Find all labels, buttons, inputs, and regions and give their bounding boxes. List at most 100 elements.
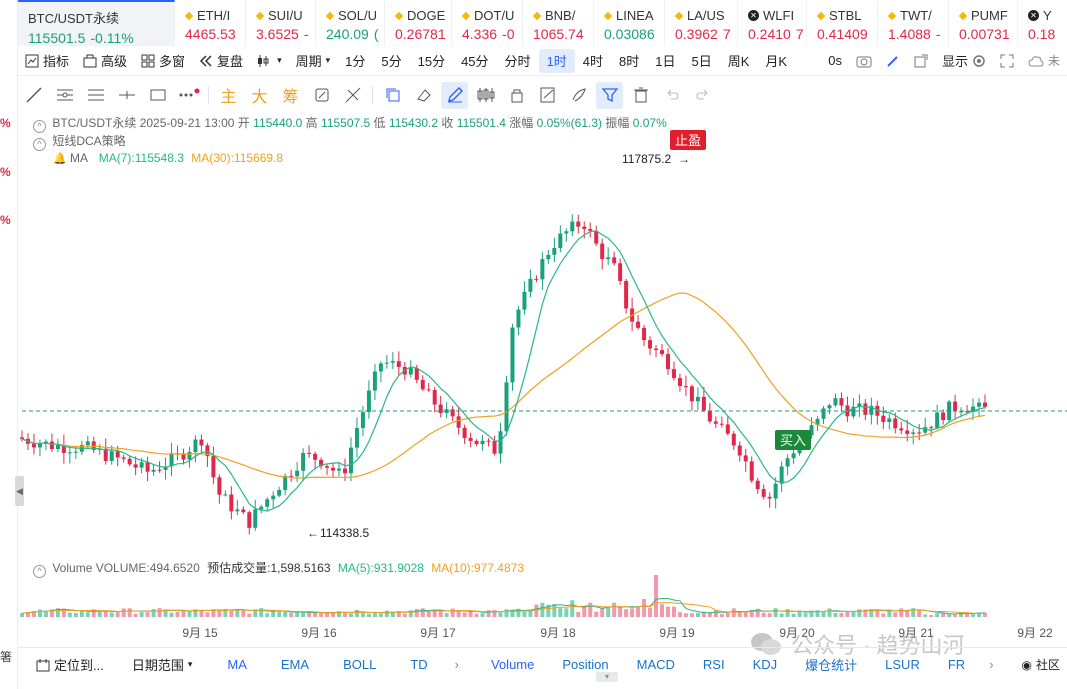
candle-body (665, 354, 670, 370)
period-option[interactable]: 分时 (504, 54, 531, 69)
replay-button[interactable]: 复盘 (192, 46, 250, 76)
screenshot-button[interactable] (849, 46, 879, 76)
main-force-tool[interactable]: 主 (220, 89, 237, 106)
open-label: 开 (237, 116, 250, 130)
chevron-up-icon[interactable]: ^ (33, 138, 46, 151)
date-range-dropdown[interactable]: 日期范围 ▾ (122, 655, 203, 674)
multi-window-button[interactable]: 多窗 (134, 46, 192, 76)
period-option[interactable]: 15分 (417, 54, 446, 69)
ticker-tab[interactable]: BNB/1065.74 (523, 0, 594, 46)
volume-bar (438, 610, 443, 617)
ticker-tab[interactable]: DOT/U 4.336 -0 (452, 0, 523, 46)
sub-indicator-tab[interactable]: Position (562, 657, 609, 672)
copy-tool[interactable] (379, 82, 406, 109)
ticker-tab[interactable]: LINEA 0.03086 (594, 0, 665, 46)
chevron-up-icon[interactable]: ^ (33, 565, 46, 578)
fullscreen-button[interactable] (993, 46, 1021, 76)
rectangle-tool[interactable] (144, 82, 171, 109)
period-dropdown[interactable]: 周期 ▾ (289, 46, 338, 76)
sub-indicator-tab[interactable]: MACD (636, 657, 675, 672)
ticker-tab[interactable]: SUI/U 3.6525- (246, 0, 316, 46)
cloud-button[interactable]: 未 (1021, 46, 1067, 76)
filter-tool[interactable] (596, 81, 623, 109)
ticker-tab[interactable]: ✕ Y 0.18 (1018, 0, 1067, 46)
ticker-tab[interactable]: TWT/1.4088- (878, 0, 949, 46)
sub-indicator-scroll-right[interactable]: › (989, 657, 994, 672)
period-option[interactable]: 4时 (582, 54, 604, 69)
community-button[interactable]: ◉ 社区 (1012, 656, 1067, 673)
period-option[interactable]: 5分 (381, 54, 402, 69)
chevron-up-icon[interactable]: ^ (33, 120, 46, 133)
sub-indicator-tab[interactable]: LSUR (885, 657, 920, 672)
delete-tool[interactable] (627, 82, 654, 109)
big-order-tool[interactable]: 大 (251, 89, 268, 106)
chart-type-button[interactable]: ▾ (250, 46, 289, 76)
share-button[interactable] (907, 46, 935, 76)
volume-bar (851, 611, 856, 617)
period-option[interactable]: 1分 (345, 54, 366, 69)
ticker-tab[interactable]: BTC/USDT永续 115501.5 -0.11% (18, 0, 175, 46)
sub-indicator-tab[interactable]: FR (947, 657, 966, 672)
main-indicator-tab[interactable]: BOLL (343, 657, 377, 672)
fullscreen-icon (1000, 54, 1014, 67)
ticker-tab[interactable]: LA/US 0.3962 7 (665, 0, 738, 46)
collapse-left-panel-icon[interactable]: ◀ (15, 476, 24, 506)
take-profit-marker (670, 130, 706, 150)
main-indicator-tab[interactable]: EMA (280, 657, 310, 672)
main-indicator-tab[interactable]: TD (410, 657, 428, 672)
draw-pen-tool[interactable] (441, 81, 468, 109)
period-option[interactable]: 周K (727, 54, 750, 69)
indicators-button[interactable]: 指标 (18, 46, 76, 76)
ticker-name: WLFI (763, 8, 795, 23)
ticker-tab[interactable]: SOL/U 240.09( (316, 0, 385, 46)
period-option[interactable]: 5日 (691, 54, 712, 69)
ticker-name: DOT/U (474, 8, 515, 23)
more-tools[interactable] (175, 82, 202, 109)
horizontal-line-tool[interactable] (113, 82, 140, 109)
period-option[interactable]: 8时 (619, 54, 640, 69)
advanced-button[interactable]: 高级 (76, 46, 134, 76)
period-option[interactable]: 45分 (461, 54, 489, 69)
volume-bar (235, 609, 240, 617)
redo-button[interactable] (689, 82, 716, 109)
ticker-tab[interactable]: ETH/I 4465.53 (175, 0, 246, 46)
resize-handle-icon[interactable]: ▾ (596, 672, 618, 682)
ticker-tab[interactable]: DOGE 0.26781 (385, 0, 452, 46)
locate-button[interactable]: 定位到... (18, 655, 114, 674)
period-option[interactable]: 月K (765, 54, 788, 69)
fib-tool[interactable] (51, 82, 78, 109)
main-indicator-tab[interactable]: MA (227, 657, 247, 672)
lock-tool[interactable] (503, 82, 530, 109)
ticker-tab[interactable]: ✕ WLFI 0.2410 7 (738, 0, 807, 46)
candle-body (151, 469, 156, 472)
trend-line-tool[interactable] (20, 82, 47, 109)
ticker-tab[interactable]: PUMF 0.00731 (949, 0, 1018, 46)
ticker-tabs: BTC/USDT永续 115501.5 -0.11% ETH/I 4465.53 SUI/… (18, 0, 1067, 46)
magnet-tool[interactable] (308, 82, 335, 109)
bell-icon[interactable]: 🔔 (53, 153, 67, 165)
candle-style-tool[interactable] (472, 82, 499, 109)
period-option[interactable]: 1日 (655, 54, 676, 69)
period-option[interactable]: 1时 (538, 48, 575, 73)
sub-indicator-tab[interactable]: 爆仓统计 (805, 658, 858, 673)
ticker-tab[interactable]: STBL 0.41409 (807, 0, 878, 46)
sub-indicator-tab[interactable]: RSI (702, 657, 725, 672)
sub-indicator-tab[interactable]: Volume (491, 657, 535, 672)
chip-tool[interactable]: 筹 (282, 89, 299, 106)
parallel-channel-tool[interactable] (82, 82, 109, 109)
display-button[interactable]: 显示 (935, 46, 993, 76)
indicator-scroll-right[interactable]: › (454, 657, 459, 672)
volume-bar (426, 611, 431, 617)
sub-indicator-tab[interactable]: KDJ (752, 657, 778, 672)
candle-body (133, 464, 138, 468)
undo-button[interactable] (658, 82, 685, 109)
brush-tool[interactable] (565, 82, 592, 109)
measure-tool[interactable] (339, 82, 366, 109)
volume-bar (881, 613, 886, 617)
pen-button[interactable] (879, 46, 907, 76)
volume-bar (689, 613, 694, 617)
eraser-tool[interactable] (410, 82, 437, 109)
volume-bar (522, 611, 527, 617)
note-tool[interactable] (534, 82, 561, 109)
